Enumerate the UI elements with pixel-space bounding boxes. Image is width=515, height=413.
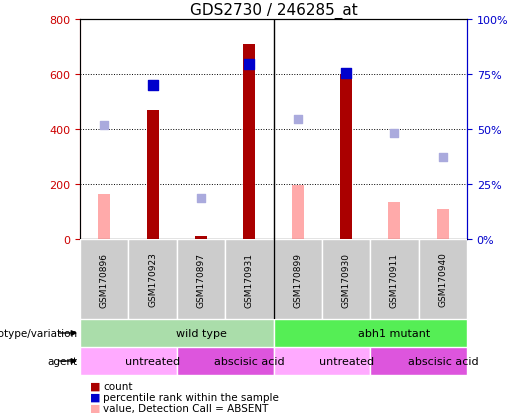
Bar	[80, 240, 128, 319]
Text: ■: ■	[90, 403, 101, 413]
Point	[197, 195, 205, 202]
Bar	[80, 347, 177, 375]
Text: GSM170923: GSM170923	[148, 252, 157, 307]
Text: untreated: untreated	[318, 356, 373, 366]
Bar	[419, 240, 467, 319]
Bar	[177, 347, 273, 375]
Bar	[370, 240, 419, 319]
Bar	[98, 194, 110, 240]
Text: ■: ■	[90, 392, 101, 402]
Text: GSM170940: GSM170940	[438, 252, 448, 307]
Text: GSM170896: GSM170896	[100, 252, 109, 307]
Text: percentile rank within the sample: percentile rank within the sample	[103, 392, 279, 402]
Point	[294, 117, 302, 123]
Text: agent: agent	[48, 356, 78, 366]
Bar	[322, 240, 370, 319]
Point	[148, 83, 157, 89]
Text: GSM170897: GSM170897	[196, 252, 205, 307]
Point	[342, 70, 350, 77]
Bar	[388, 202, 401, 240]
Bar	[273, 319, 467, 347]
Bar	[177, 240, 225, 319]
Title: GDS2730 / 246285_at: GDS2730 / 246285_at	[190, 2, 357, 19]
Bar	[370, 347, 467, 375]
Text: GSM170911: GSM170911	[390, 252, 399, 307]
Bar	[146, 111, 159, 240]
Text: untreated: untreated	[125, 356, 180, 366]
Text: ■: ■	[90, 381, 101, 391]
Bar	[340, 75, 352, 240]
Bar	[225, 240, 273, 319]
Bar	[195, 237, 207, 240]
Bar	[273, 240, 322, 319]
Bar	[128, 240, 177, 319]
Point	[100, 122, 108, 129]
Point	[439, 154, 447, 160]
Text: abh1 mutant: abh1 mutant	[358, 328, 431, 338]
Text: GSM170899: GSM170899	[293, 252, 302, 307]
Point	[390, 131, 399, 137]
Bar	[80, 319, 273, 347]
Text: count: count	[103, 381, 133, 391]
Bar	[243, 45, 255, 240]
Text: genotype/variation: genotype/variation	[0, 328, 78, 338]
Text: GSM170930: GSM170930	[341, 252, 351, 307]
Text: wild type: wild type	[176, 328, 227, 338]
Text: abscisic acid: abscisic acid	[214, 356, 285, 366]
Bar	[291, 186, 304, 240]
Bar	[273, 347, 370, 375]
Text: GSM170931: GSM170931	[245, 252, 254, 307]
Text: value, Detection Call = ABSENT: value, Detection Call = ABSENT	[103, 403, 268, 413]
Bar	[437, 209, 449, 240]
Point	[245, 62, 253, 69]
Text: abscisic acid: abscisic acid	[407, 356, 478, 366]
